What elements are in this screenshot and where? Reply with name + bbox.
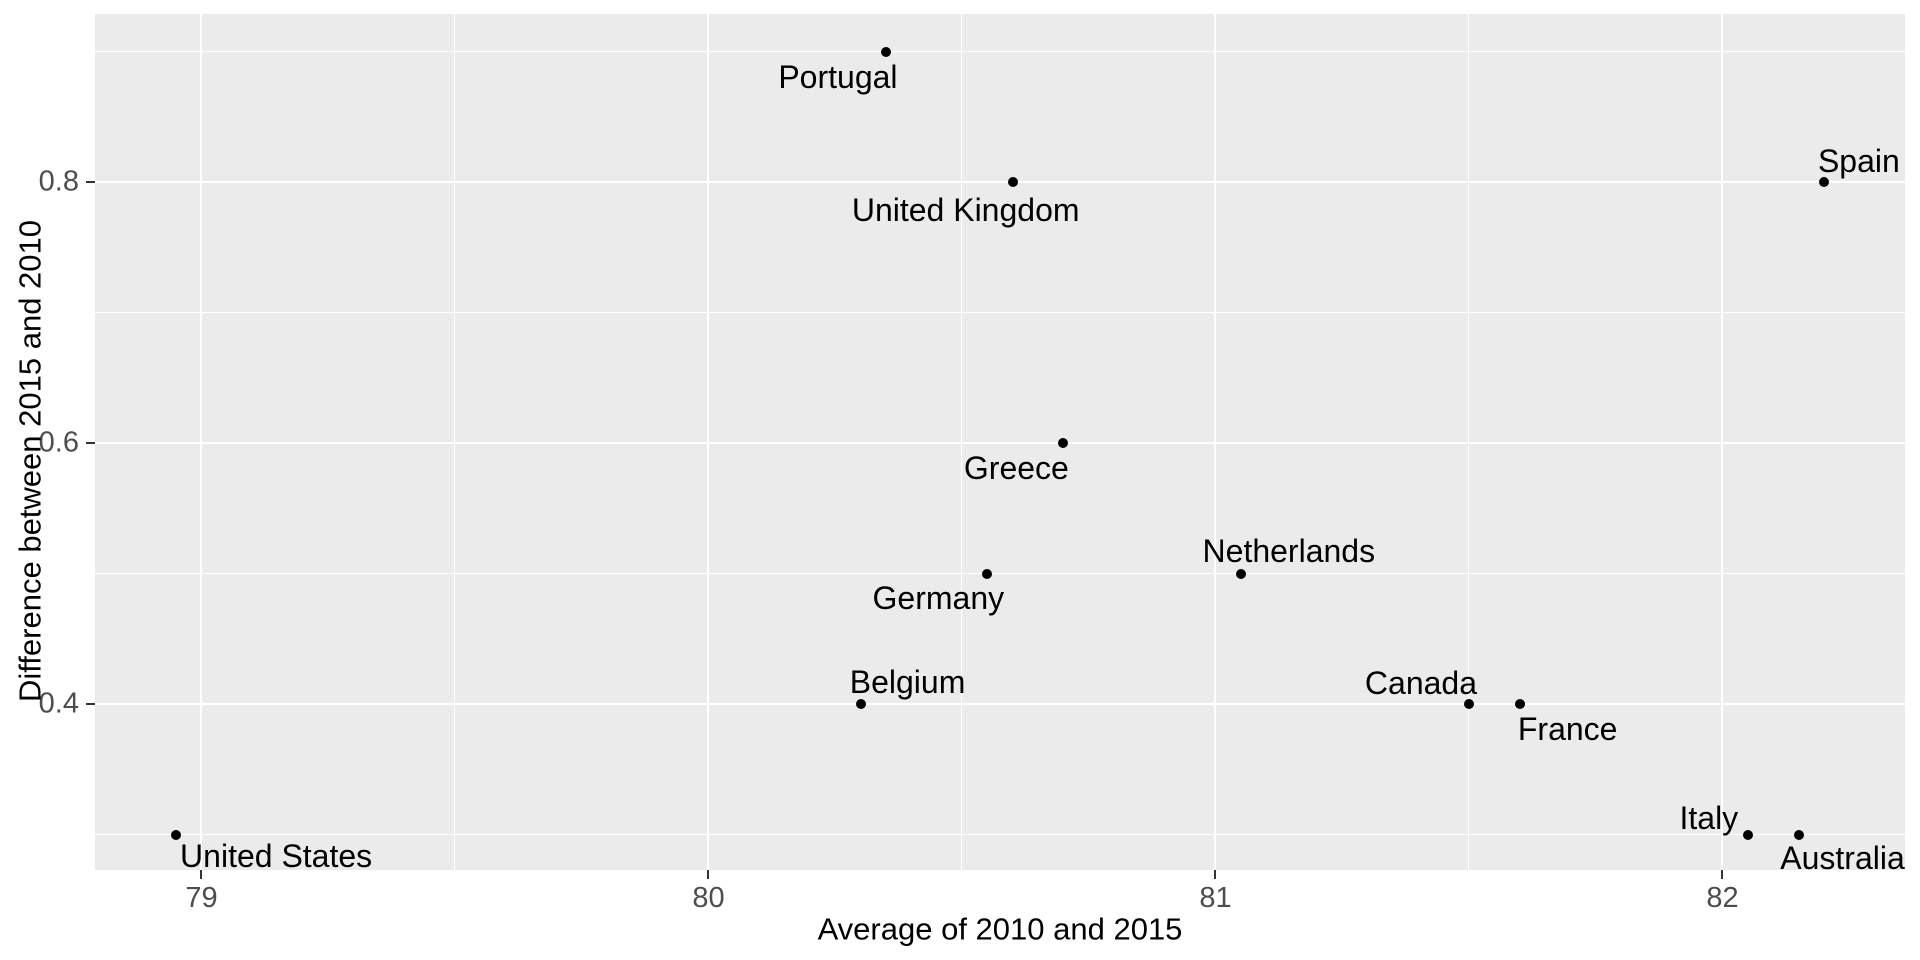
point-label-germany: Germany [872,579,1005,616]
data-point-belgium [855,699,866,710]
data-point-spain [1818,177,1829,188]
y-axis-tick-mark [86,181,95,184]
point-label-united-states: United States [180,837,373,874]
minor-gridline-vertical [961,14,963,870]
y-axis-tick-label: 0.6 [38,426,79,459]
major-gridline-vertical [1214,14,1217,870]
point-label-united-kingdom: United Kingdom [851,192,1080,229]
data-point-portugal [880,46,891,57]
y-axis-tick-label: 0.8 [38,165,79,198]
point-label-spain: Spain [1817,143,1900,180]
data-point-netherlands [1235,568,1246,579]
data-point-italy [1742,829,1753,840]
point-label-australia: Australia [1780,839,1905,876]
minor-gridline-horizontal [95,573,1905,575]
y-axis-tick-mark [86,442,95,445]
x-axis-title: Average of 2010 and 2015 [817,911,1183,947]
major-gridline-vertical [200,14,203,870]
major-gridline-horizontal [95,181,1905,184]
x-axis-tick-mark [200,870,203,879]
point-label-portugal: Portugal [778,58,898,95]
point-label-canada: Canada [1364,665,1478,702]
x-axis-tick-label: 82 [1706,882,1739,914]
major-gridline-horizontal [95,442,1905,445]
data-point-australia [1793,829,1804,840]
x-axis-tick-label: 81 [1199,882,1232,914]
y-axis-tick-label: 0.4 [38,687,79,720]
x-axis-tick-label: 80 [692,882,725,914]
y-axis-title: Difference between 2015 and 2010 [12,219,48,703]
data-point-germany [982,568,993,579]
major-gridline-vertical [1721,14,1724,870]
x-axis-tick-mark [707,870,710,879]
minor-gridline-horizontal [95,312,1905,314]
y-axis-tick-mark [86,703,95,706]
point-label-belgium: Belgium [849,664,966,701]
point-label-italy: Italy [1679,799,1739,836]
data-point-france [1514,699,1525,710]
data-point-canada [1463,699,1474,710]
x-axis-tick-mark [1721,870,1724,879]
point-label-greece: Greece [963,450,1069,487]
minor-gridline-horizontal [95,51,1905,53]
x-axis-tick-label: 79 [185,882,218,914]
minor-gridline-horizontal [95,834,1905,836]
x-axis-tick-mark [1214,870,1217,879]
major-gridline-horizontal [95,703,1905,706]
plot-panel [95,14,1905,870]
point-label-france: France [1517,711,1618,748]
minor-gridline-vertical [454,14,456,870]
data-point-united-kingdom [1007,177,1018,188]
point-label-netherlands: Netherlands [1202,532,1376,569]
data-point-united-states [171,829,182,840]
minor-gridline-vertical [1468,14,1470,870]
major-gridline-vertical [707,14,710,870]
data-point-greece [1058,438,1069,449]
